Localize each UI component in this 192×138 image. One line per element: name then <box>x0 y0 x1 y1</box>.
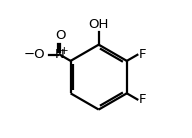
Text: O: O <box>55 29 65 42</box>
Text: F: F <box>139 93 146 106</box>
Text: −O: −O <box>24 48 46 61</box>
Text: F: F <box>139 48 146 61</box>
Text: +: + <box>60 46 68 56</box>
Text: N: N <box>55 48 65 61</box>
Text: OH: OH <box>89 18 109 31</box>
